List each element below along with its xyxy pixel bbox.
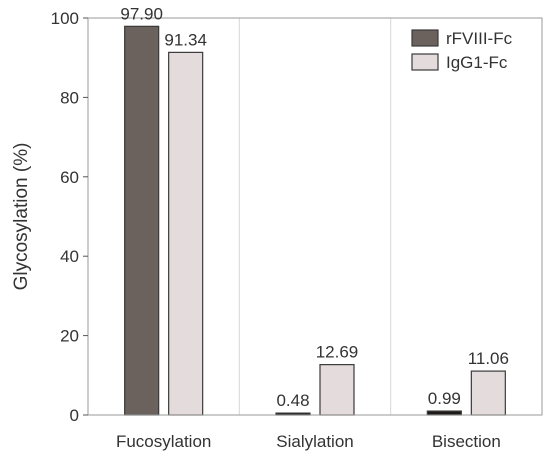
bars-layer xyxy=(124,25,506,416)
y-tick-label: 80 xyxy=(60,88,79,107)
bar-igg1-fc-bisection xyxy=(470,370,506,416)
y-tick-label: 100 xyxy=(51,9,79,28)
data-label: 97.90 xyxy=(120,4,163,23)
legend: rFVIII-Fc IgG1-Fc xyxy=(411,29,513,72)
data-label: 11.06 xyxy=(468,349,509,368)
grid-layer xyxy=(238,18,392,415)
data-label: 0.99 xyxy=(428,389,461,408)
y-tick-label: 60 xyxy=(60,168,79,187)
legend-label: rFVIII-Fc xyxy=(446,29,513,48)
bar-rfviii-fc-bisection xyxy=(426,410,462,416)
y-tick-label: 0 xyxy=(70,406,79,425)
y-axis-label: Glycosylation (%) xyxy=(11,143,32,291)
legend-swatch xyxy=(411,29,439,47)
axis-layer: 0 20 40 60 80 100 Glycosylation (%) Fucosylatio… xyxy=(11,9,543,451)
plot-frame xyxy=(87,17,543,416)
data-label: 0.48 xyxy=(276,391,309,410)
bar-rfviii-fc-fucosylation xyxy=(124,25,160,416)
bar-igg1-fc-fucosylation xyxy=(168,51,204,416)
x-tick-label: Fucosylation xyxy=(116,432,211,451)
bar-igg1-fc-sialylation xyxy=(319,364,355,416)
x-tick-label: Sialylation xyxy=(276,432,354,451)
data-label: 91.34 xyxy=(164,30,207,49)
y-tick-label: 40 xyxy=(60,247,79,266)
legend-label: IgG1-Fc xyxy=(446,53,508,72)
legend-swatch xyxy=(411,53,439,71)
data-label: 12.69 xyxy=(316,343,359,362)
x-tick-label: Bisection xyxy=(432,432,501,451)
y-tick-label: 20 xyxy=(60,327,79,346)
